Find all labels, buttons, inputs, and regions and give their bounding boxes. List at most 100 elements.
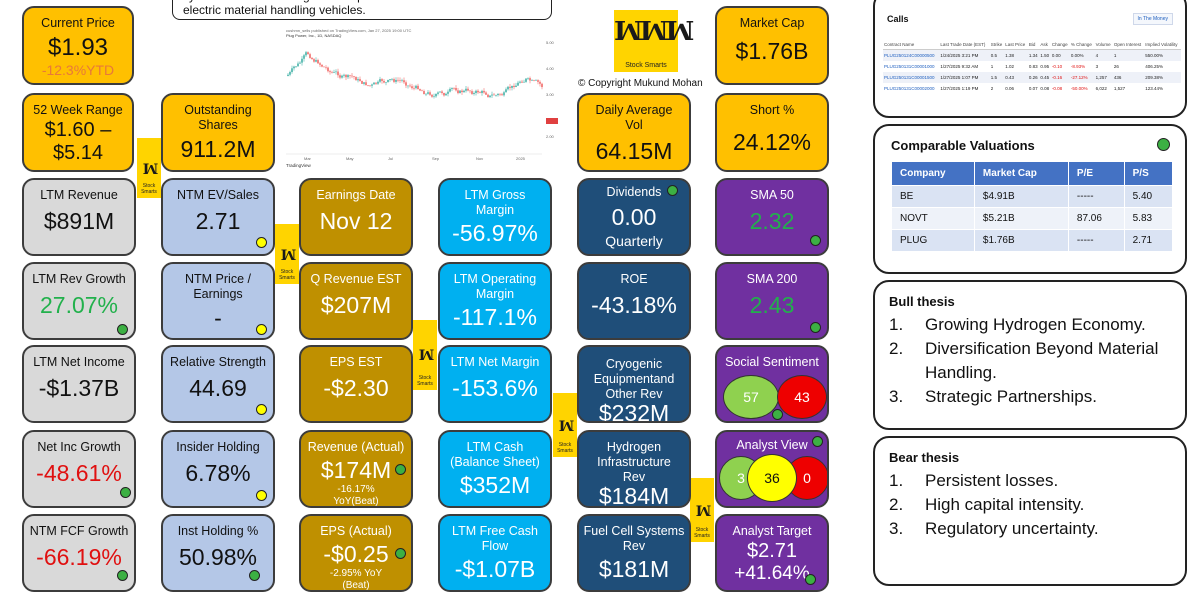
label-2: Infrastructure: [597, 455, 671, 469]
in-the-money-badge[interactable]: In The Money: [1132, 13, 1173, 25]
sentiment-negative: 43: [777, 375, 827, 419]
candle-body: [321, 64, 323, 67]
candle-body: [465, 88, 467, 91]
indicator-dot: [117, 570, 128, 581]
value: -117.1%: [453, 304, 537, 330]
calls-row[interactable]: PLUG250131C00002000 1/27/2025 1:19 PM 2 0.0…: [883, 83, 1181, 94]
comparables-row: PLUG $1.76B ----- 2.71: [891, 229, 1174, 252]
tile-eps-est: EPS EST -$2.30: [299, 345, 413, 423]
calls-cell: 0.07: [1028, 86, 1038, 91]
value: -$1.37B: [38, 375, 120, 401]
chart-footer: TradingView: [286, 163, 311, 168]
candle-body: [443, 92, 445, 96]
candle-body: [485, 92, 487, 95]
candle-body: [435, 93, 437, 97]
candle-body: [525, 78, 527, 82]
tile-fcf-growth: NTM FCF Growth -66.19%: [22, 514, 136, 592]
calls-cell: -8.93%: [1070, 64, 1086, 69]
comparables-cell: BE: [891, 185, 975, 208]
candle-body: [335, 71, 337, 73]
candle-body: [509, 86, 511, 88]
calls-cell: 1.5: [989, 72, 1005, 83]
candle-body: [451, 87, 453, 89]
label: Earnings Date: [316, 188, 396, 202]
comparables-cell: $4.91B: [973, 185, 1069, 208]
calls-cell: 1,257: [1094, 72, 1113, 83]
label-1: Hydrogen: [606, 440, 662, 454]
label: EPS EST: [329, 355, 383, 369]
ytd-change: -12.3%YTD: [41, 62, 115, 78]
chart-caption: cushmn_sells published on TradingView.co…: [286, 28, 412, 33]
candle-body: [313, 59, 315, 62]
bull-thesis-item-number: 1.: [889, 315, 904, 334]
comparables-cell: 87.06: [1067, 207, 1125, 230]
value: $207M: [320, 292, 392, 318]
candle-body: [425, 93, 427, 95]
candle-body: [473, 92, 475, 94]
candle-body: [461, 90, 463, 93]
x-tick: 2025: [516, 156, 526, 161]
indicator-dot: [249, 570, 260, 581]
tile-net-inc-growth: Net Inc Growth -48.61%: [22, 430, 136, 508]
stock-smarts-logo: ꟽ Stock Smarts: [413, 320, 437, 390]
indicator-dot: [256, 490, 267, 501]
candle-body: [385, 82, 387, 83]
value: 24.12%: [732, 129, 811, 155]
label: Net Inc Growth: [37, 440, 121, 454]
calls-cell: 1/27/2025 9:32 AM: [940, 64, 979, 69]
indicator-dot: [805, 574, 816, 585]
calls-header-cell: Ask: [1039, 40, 1051, 50]
bull-thesis-panel: Bull thesis 1. Growing Hydrogen Economy. 2…: [873, 280, 1187, 430]
value: $1.93: [47, 34, 109, 61]
candle-body: [365, 82, 367, 86]
candle-body: [431, 94, 433, 97]
comparables-row: BE $4.91B ----- 5.40: [891, 185, 1174, 208]
calls-row[interactable]: PLUG250131C00001000 1/27/2025 9:32 AM 1 1.0…: [883, 61, 1181, 72]
label: Insider Holding: [176, 440, 260, 454]
calls-row[interactable]: PLUG250124C00000500 1/24/2025 3:21 PM 0.5 1…: [883, 49, 1181, 61]
indicator-dot: [772, 409, 783, 420]
positive-count: 57: [743, 389, 759, 405]
bull-thesis-item-number: 2.: [889, 339, 904, 358]
bear-thesis-item: 2. High capital intensity.: [889, 493, 1185, 517]
bear-thesis-list: 1. Persistent losses. 2. High capital inten…: [875, 469, 1185, 541]
value: Nov 12: [319, 208, 393, 234]
calls-row[interactable]: PLUG250131C00001500 1/27/2025 1:07 PM 1.5 0…: [883, 72, 1181, 83]
label: Analyst View: [736, 438, 808, 452]
bull-thesis-list: 1. Growing Hydrogen Economy. 2. Diversifica…: [875, 313, 1185, 409]
candle-body: [481, 90, 483, 94]
candle-body: [541, 83, 543, 88]
calls-cell: 1: [990, 64, 994, 69]
tile-relative-strength: Relative Strength 44.69: [161, 345, 275, 423]
comparables-cell: 2.71: [1123, 229, 1174, 252]
value: -153.6%: [452, 375, 538, 401]
value: $2.71: [746, 540, 798, 562]
value: -: [214, 305, 222, 331]
candle-body: [395, 79, 397, 82]
candle-body: [455, 87, 457, 91]
candle-body: [427, 92, 429, 94]
value: 6.78%: [185, 460, 251, 486]
tile-market-cap: Market Cap $1.76B: [715, 6, 829, 85]
candle-body: [295, 66, 297, 67]
candle-body: [433, 96, 435, 97]
comparables-row: NOVT $5.21B 87.06 5.83: [891, 207, 1174, 230]
label-2: Flow: [481, 539, 509, 553]
label: Current Price: [41, 16, 115, 30]
candle-body: [379, 79, 381, 82]
label: 52 Week Range: [33, 103, 123, 117]
calls-header-cell: Last Trade Date (EST): [939, 40, 990, 50]
bull-thesis-item-text: Diversification Beyond Material Handling…: [925, 339, 1159, 382]
candle-body: [463, 90, 465, 93]
label: LTM Revenue: [40, 188, 118, 202]
value: -$1.07B: [454, 556, 536, 582]
candle-body: [359, 79, 361, 81]
candle-body: [305, 52, 307, 56]
tile-sma50: SMA 50 2.32: [715, 178, 829, 256]
candle-body: [291, 68, 293, 73]
price-chart-svg: 5.00 4.00 3.00 2.00 Mar May Jul Sep Nov …: [286, 40, 558, 161]
value-high: $5.14: [52, 142, 104, 164]
candle-body: [469, 90, 471, 92]
label-1: Daily Average: [595, 103, 673, 117]
yoy: -2.95% YoY: [329, 568, 383, 579]
